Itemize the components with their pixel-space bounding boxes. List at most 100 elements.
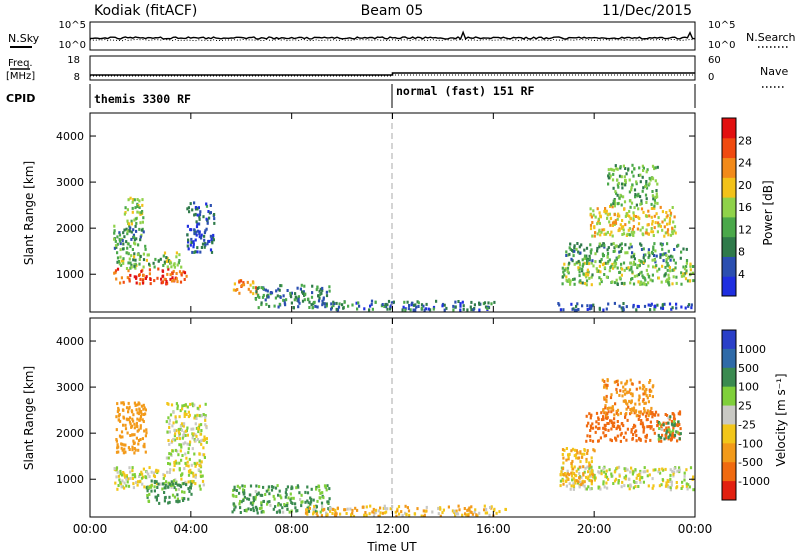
power-cell (600, 280, 603, 284)
velocity-cell (389, 507, 392, 511)
power-cell (627, 266, 630, 270)
power-cell (126, 229, 129, 233)
velocity-cell (447, 505, 450, 509)
power-cell (639, 202, 642, 206)
power-cell (613, 249, 617, 253)
velocity-cell (204, 418, 207, 422)
velocity-cell (567, 457, 570, 461)
power-cell (669, 258, 672, 262)
power-cell (387, 299, 391, 303)
velocity-cell (324, 485, 327, 489)
power-cell (290, 295, 293, 299)
power-cell (588, 254, 591, 258)
power-cell (613, 213, 616, 217)
power-cell (601, 252, 604, 256)
velocity-cell (143, 445, 146, 449)
velocity-cell (635, 414, 638, 418)
velocity-cell (320, 514, 323, 517)
velocity-cell (687, 483, 690, 487)
power-cell (674, 261, 677, 265)
velocity-cell (589, 438, 592, 442)
velocity-cell (585, 487, 588, 491)
velocity-cell (618, 393, 621, 397)
power-cell (358, 304, 361, 308)
velocity-cell (654, 468, 657, 472)
power-cell (573, 246, 576, 250)
power-cell (673, 268, 676, 272)
power-colorbar-tick: 20 (738, 179, 752, 192)
velocity-cell (647, 400, 650, 404)
velocity-cell (200, 414, 203, 418)
cpid-mode-1: themis 3300 RF (94, 92, 191, 106)
power-cell (187, 238, 190, 242)
power-cell (648, 254, 651, 258)
velocity-cell (589, 473, 592, 477)
velocity-cell (646, 425, 649, 429)
velocity-cell (117, 484, 120, 487)
power-cell (317, 299, 321, 303)
power-cell (138, 262, 141, 266)
velocity-cell (269, 503, 272, 507)
velocity-cell (588, 412, 591, 416)
power-cell (653, 204, 656, 208)
velocity-cell (236, 484, 239, 488)
velocity-cell (642, 398, 645, 402)
velocity-cell (127, 484, 131, 488)
power-cell (642, 253, 646, 257)
velocity-cell (423, 513, 426, 517)
velocity-cell (617, 479, 620, 483)
velocity-cell (255, 493, 259, 497)
power-cell (609, 174, 612, 178)
power-cell (630, 255, 633, 259)
power-cell (636, 304, 639, 308)
velocity-cell (320, 501, 324, 505)
velocity-cell (583, 470, 586, 474)
power-cell (457, 300, 460, 303)
velocity-cell (133, 433, 136, 437)
power-cell (606, 255, 609, 259)
power-cell (669, 211, 673, 215)
power-cell (167, 267, 170, 271)
velocity-cell (630, 411, 633, 414)
velocity-cell (331, 512, 334, 515)
velocity-cell (286, 504, 289, 507)
velocity-cell (648, 394, 651, 397)
velocity-cell (638, 402, 641, 406)
power-cell (286, 289, 289, 292)
power-cell (620, 182, 624, 186)
power-cell (612, 199, 615, 203)
power-cell (132, 233, 135, 237)
velocity-cell (605, 475, 609, 479)
power-cell (187, 247, 190, 251)
velocity-cell (591, 439, 595, 443)
velocity-cell (196, 413, 199, 417)
velocity-cell (624, 477, 627, 481)
velocity-cell (602, 415, 605, 419)
power-cell (571, 249, 574, 252)
velocity-cell (260, 510, 263, 514)
power-cell (470, 300, 473, 304)
velocity-cell (168, 426, 171, 429)
velocity-cell (585, 457, 588, 461)
velocity-cell (174, 438, 177, 442)
velocity-cell (192, 432, 195, 436)
velocity-cell (372, 514, 376, 517)
power-cell (645, 228, 648, 232)
power-cell (211, 239, 214, 243)
power-cell (572, 249, 575, 253)
power-cell (674, 266, 677, 270)
power-cell (325, 304, 328, 308)
power-cell (656, 165, 659, 169)
velocity-xlabel: Time UT (366, 540, 417, 554)
velocity-cell (121, 479, 124, 483)
power-cell (205, 227, 208, 231)
power-cell (409, 308, 412, 312)
power-cell (581, 264, 584, 268)
velocity-cell (572, 482, 575, 486)
power-cell (315, 288, 318, 292)
power-cell (175, 255, 178, 259)
velocity-cell (642, 480, 645, 484)
velocity-cell (670, 434, 673, 438)
power-cell (115, 277, 118, 281)
velocity-cell (249, 484, 253, 488)
